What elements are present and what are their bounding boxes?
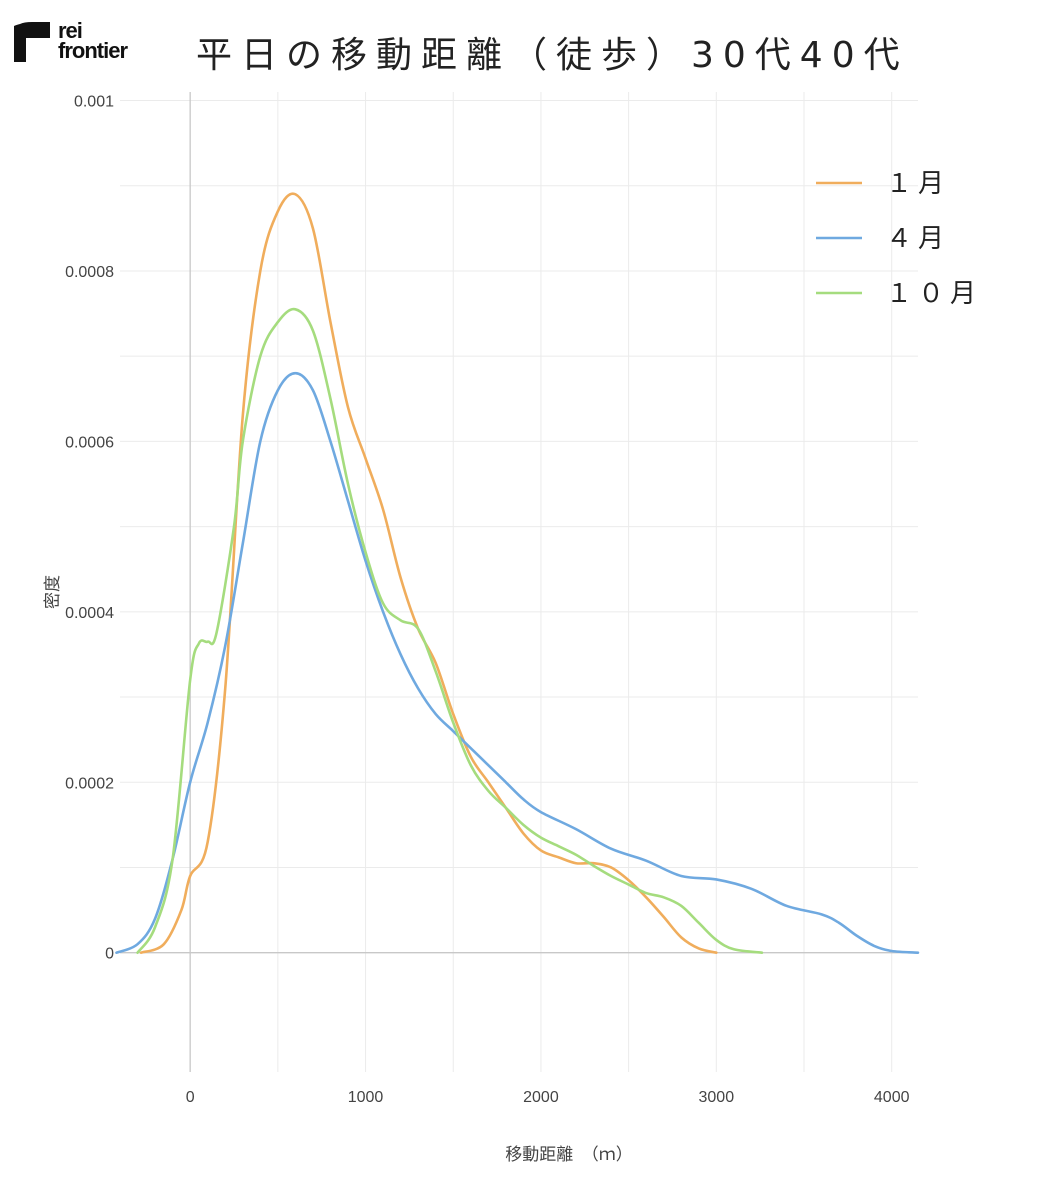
y-axis-label: 密度 — [43, 575, 63, 609]
series-line-1 — [139, 192, 718, 954]
y-tick-label: 0.001 — [74, 94, 114, 111]
x-tick-label: 4000 — [874, 1089, 910, 1106]
axes — [120, 92, 918, 1072]
y-tick-label: 0.0006 — [65, 434, 114, 451]
x-tick-label: 0 — [186, 1089, 195, 1106]
gridlines — [120, 92, 918, 1072]
x-tick-label: 1000 — [348, 1089, 384, 1106]
x-tick-labels: 0 1000 2000 3000 4000 — [186, 1089, 910, 1106]
x-tick-label: 3000 — [699, 1089, 735, 1106]
logo-text-line1: rei — [58, 18, 83, 43]
legend-label: １０月 — [886, 279, 982, 309]
series-lines — [115, 192, 920, 954]
logo-text-line2: frontier — [58, 38, 128, 63]
chart-title: 平日の移動距離（徒歩）30代40代 — [196, 35, 909, 76]
series-line-2 — [115, 371, 920, 954]
x-tick-label: 2000 — [523, 1089, 559, 1106]
series-line-3 — [136, 307, 764, 954]
y-tick-label: 0 — [105, 946, 114, 963]
rei-frontier-logo: rei frontier — [14, 18, 154, 68]
y-tick-labels: 0 0.0002 0.0004 0.0006 0.0008 0.001 — [65, 94, 114, 963]
x-axis-label: 移動距離 （ｍ） — [505, 1145, 633, 1165]
legend-label: １月 — [886, 169, 950, 199]
y-tick-label: 0.0002 — [65, 775, 114, 792]
legend-label: ４月 — [886, 224, 950, 254]
logo-flag-icon — [14, 22, 50, 62]
y-tick-label: 0.0008 — [65, 264, 114, 281]
legend: １月 ４月 １０月 — [816, 169, 982, 309]
y-tick-label: 0.0004 — [65, 605, 114, 622]
